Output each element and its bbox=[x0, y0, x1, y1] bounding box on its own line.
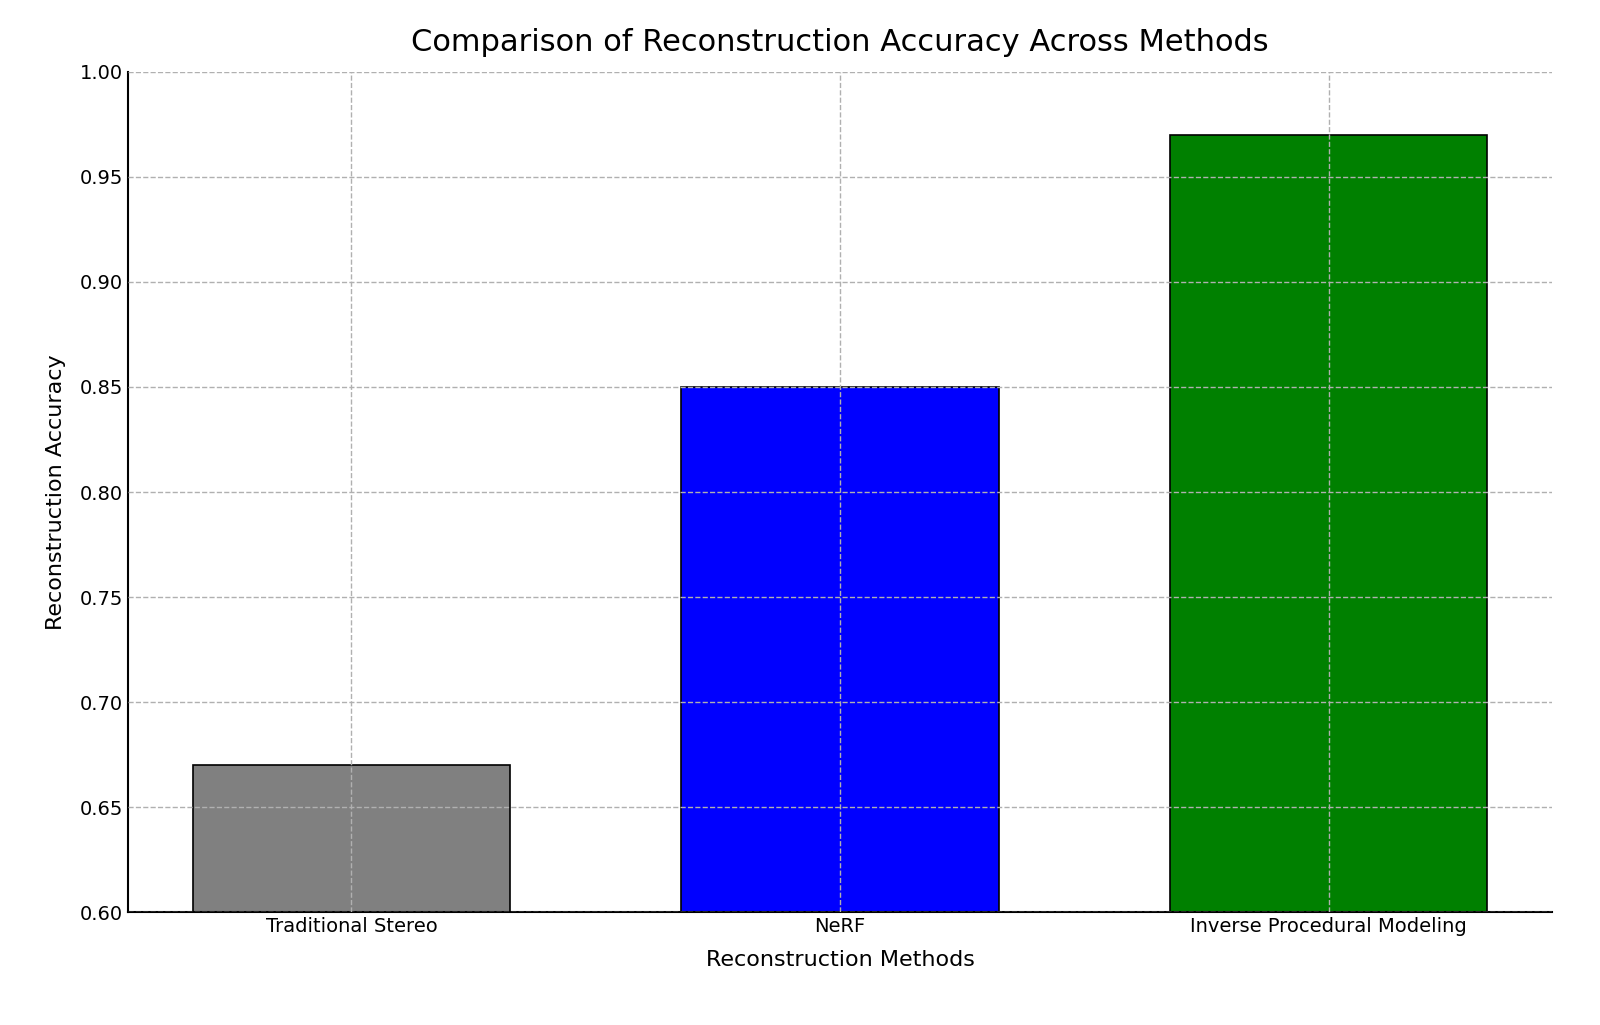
Y-axis label: Reconstruction Accuracy: Reconstruction Accuracy bbox=[46, 355, 66, 629]
X-axis label: Reconstruction Methods: Reconstruction Methods bbox=[706, 950, 974, 970]
Bar bbox=[682, 386, 998, 1025]
Bar bbox=[1170, 135, 1488, 1025]
Title: Comparison of Reconstruction Accuracy Across Methods: Comparison of Reconstruction Accuracy Ac… bbox=[411, 28, 1269, 57]
Bar bbox=[192, 765, 510, 1025]
